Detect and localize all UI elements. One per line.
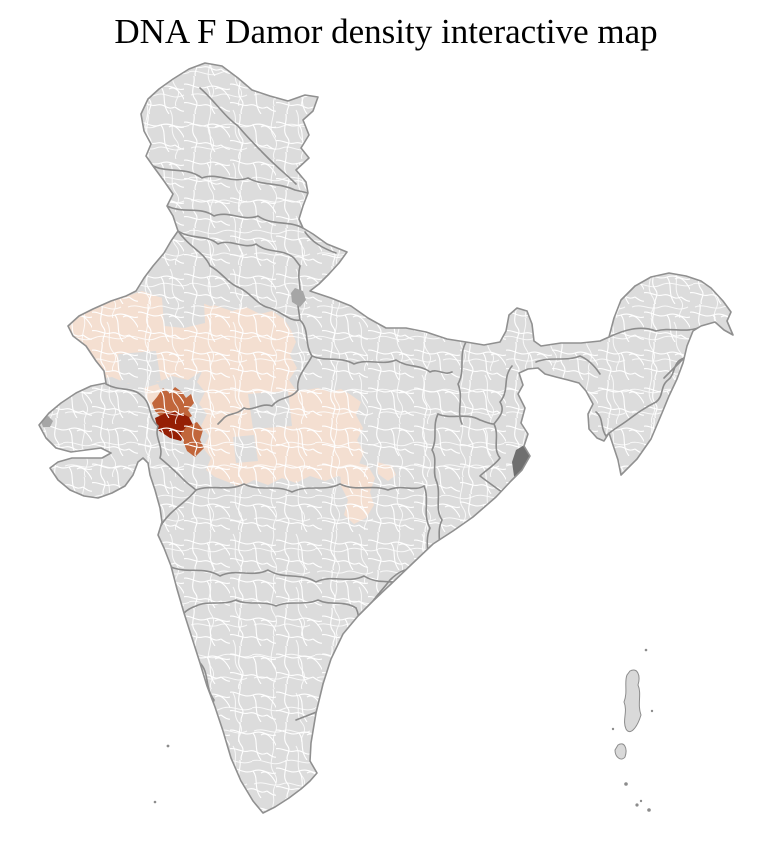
urban-dense-cluster (291, 288, 306, 307)
island-chain[interactable] (611, 648, 654, 812)
page-title: DNA F Damor density interactive map (114, 12, 658, 51)
west-islets (153, 744, 170, 804)
